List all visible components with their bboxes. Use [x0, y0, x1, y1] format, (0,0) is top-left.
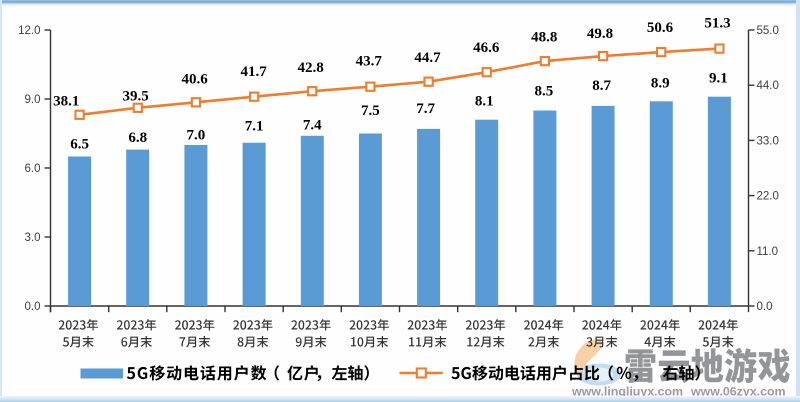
svg-text:33.0: 33.0 — [757, 135, 779, 147]
svg-text:11.0: 11.0 — [757, 246, 779, 258]
svg-text:9.1: 9.1 — [709, 70, 728, 86]
svg-text:www.lingliuyx.com: www.lingliuyx.com — [571, 385, 683, 399]
svg-text:9.0: 9.0 — [25, 94, 41, 106]
svg-text:44.0: 44.0 — [757, 80, 779, 92]
svg-text:3.0: 3.0 — [25, 232, 41, 244]
svg-text:40.6: 40.6 — [181, 71, 208, 87]
svg-text:43.7: 43.7 — [356, 54, 383, 70]
svg-text:50.6: 50.6 — [647, 20, 674, 36]
svg-text:8.1: 8.1 — [475, 93, 494, 109]
svg-text:55.0: 55.0 — [757, 25, 779, 37]
svg-text:42.8: 42.8 — [297, 60, 323, 76]
svg-text:44.7: 44.7 — [414, 50, 441, 66]
svg-text:51.3: 51.3 — [704, 15, 730, 31]
svg-text:39.5: 39.5 — [122, 89, 148, 105]
svg-text:7.4: 7.4 — [303, 118, 322, 134]
svg-text:7.5: 7.5 — [361, 103, 380, 119]
svg-text:6.8: 6.8 — [128, 130, 147, 146]
svg-text:49.8: 49.8 — [587, 26, 613, 42]
svg-text:7.1: 7.1 — [245, 119, 264, 135]
svg-text:www.06zyx.com: www.06zyx.com — [690, 385, 786, 399]
svg-text:8.7: 8.7 — [592, 78, 611, 94]
svg-text:6.0: 6.0 — [25, 163, 41, 175]
svg-text:41.7: 41.7 — [240, 64, 267, 80]
svg-text:48.8: 48.8 — [531, 29, 557, 45]
svg-text:38.1: 38.1 — [53, 93, 79, 109]
svg-text:8.5: 8.5 — [535, 84, 554, 100]
svg-text:7.7: 7.7 — [416, 101, 435, 117]
svg-text:7.0: 7.0 — [187, 128, 206, 144]
svg-text:0.0: 0.0 — [757, 301, 773, 313]
svg-text:22.0: 22.0 — [757, 191, 779, 203]
svg-text:8.9: 8.9 — [651, 75, 670, 91]
svg-text:12.0: 12.0 — [18, 25, 40, 37]
svg-text:0.0: 0.0 — [25, 301, 41, 313]
svg-text:46.6: 46.6 — [473, 40, 500, 56]
svg-text:6.5: 6.5 — [70, 137, 89, 153]
